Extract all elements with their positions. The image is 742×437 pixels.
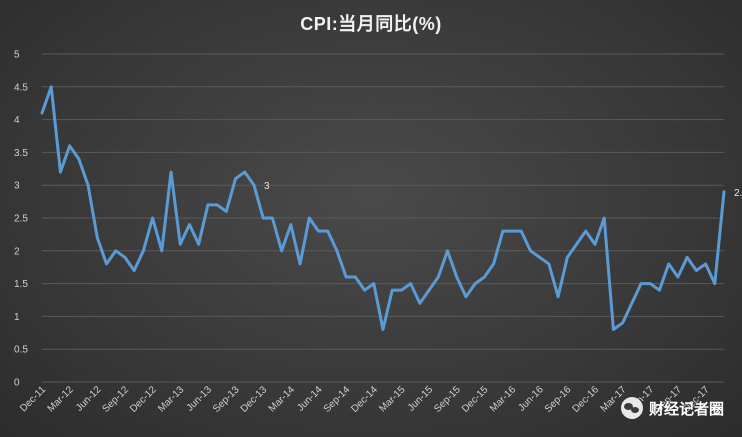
x-tick-label: Jun-15 — [406, 384, 436, 414]
y-tick-label: 5 — [14, 50, 20, 61]
y-tick-label: 4.5 — [14, 82, 28, 93]
y-tick-label: 2 — [14, 246, 20, 257]
x-tick-label: Mar-16 — [488, 384, 518, 414]
x-tick-label: Mar-13 — [156, 384, 186, 414]
y-tick-label: 0 — [14, 378, 20, 389]
y-tick-label: 3.5 — [14, 148, 28, 159]
x-tick-label: Dec-11 — [18, 384, 48, 414]
x-tick-label: Jun-16 — [516, 384, 546, 414]
x-tick-label: Dec-13 — [239, 384, 270, 415]
x-tick-label: Dec-12 — [128, 384, 159, 415]
x-tick-label: Sep-13 — [211, 384, 242, 415]
data-label: 2.9 — [734, 188, 742, 199]
x-tick-label: Mar-12 — [46, 384, 76, 414]
x-tick-label: Dec-16 — [571, 384, 602, 415]
x-tick-label: Sep-15 — [432, 384, 463, 415]
x-tick-label: Mar-14 — [267, 384, 297, 414]
y-tick-label: 0.5 — [14, 345, 28, 356]
x-tick-label: Dec-15 — [460, 384, 491, 415]
x-tick-label: Sep-12 — [100, 384, 131, 415]
series-line — [40, 85, 726, 332]
x-tick-label: Dec-14 — [349, 384, 380, 415]
watermark: 财经记者圈 — [620, 397, 724, 419]
y-tick-label: 2.5 — [14, 214, 28, 225]
x-tick-label: Sep-14 — [322, 384, 353, 415]
y-tick-label: 1.5 — [14, 279, 28, 290]
chart-title: CPI:当月同比(%) — [300, 14, 442, 34]
x-tick-label: Jun-14 — [295, 384, 325, 414]
wechat-icon — [620, 397, 643, 419]
y-tick-label: 1 — [14, 312, 20, 323]
y-tick-label: 4 — [14, 115, 20, 126]
y-tick-label: 3 — [14, 181, 20, 192]
x-tick-label: Jun-12 — [74, 384, 104, 414]
x-tick-label: Sep-16 — [543, 384, 574, 415]
data-label: 3 — [264, 181, 270, 192]
watermark-text: 财经记者圈 — [648, 400, 724, 418]
x-tick-label: Mar-15 — [377, 384, 407, 414]
x-tick-label: Jun-13 — [185, 384, 215, 414]
